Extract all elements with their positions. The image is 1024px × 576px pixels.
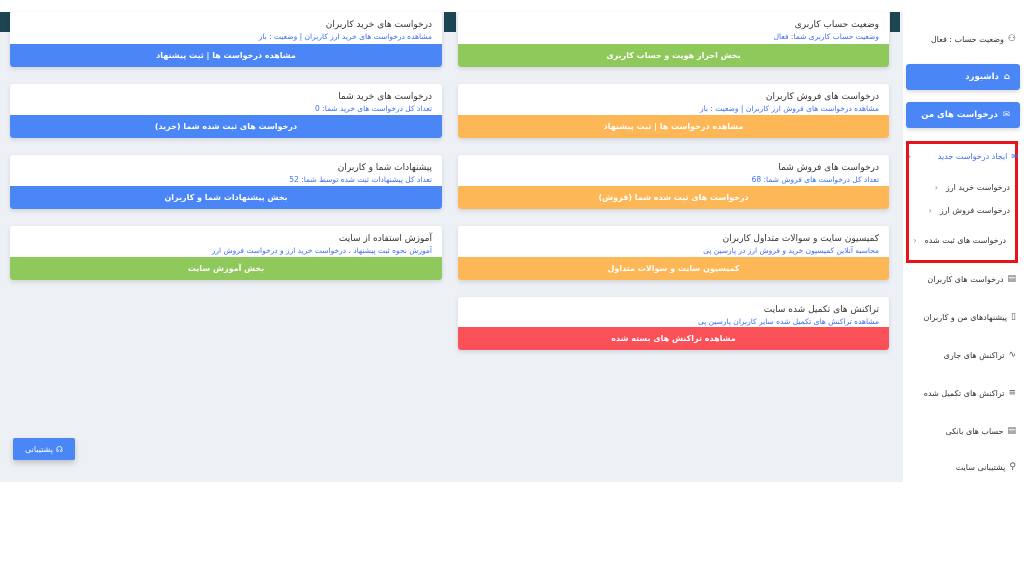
nav-dashboard[interactable]: ⌂ داشبورد xyxy=(906,64,1020,90)
card-title: کمیسیون سایت و سوالات متداول کاربران xyxy=(722,234,879,244)
card-title: تراکنش های تکمیل شده سایت xyxy=(763,305,879,315)
nav-sell-request[interactable]: درخواست فروش ارز ‹ xyxy=(928,206,1010,215)
user-check-icon: ⚇ xyxy=(1007,34,1016,44)
dashboard-card: درخواست های فروش کاربران مشاهده درخواست … xyxy=(458,84,889,138)
sidebar: ⚇ وضعیت حساب : فعال ⌂ داشبورد ✉ درخواست های… xyxy=(903,12,1024,482)
file-icon: ▯ xyxy=(1011,312,1016,322)
document-icon: ▤ xyxy=(1007,274,1016,284)
chevron-left-icon: ‹ xyxy=(908,152,912,161)
card-button[interactable]: مشاهده درخواست ها | ثبت پیشنهاد xyxy=(10,44,442,67)
card-button[interactable]: کمیسیون سایت و سوالات متداول xyxy=(458,257,889,280)
header-strip xyxy=(890,12,900,32)
chevron-left-icon: ‹ xyxy=(928,206,932,215)
nav-buy-request[interactable]: درخواست خرید ارز ‹ xyxy=(934,183,1010,192)
header-strip xyxy=(0,12,10,32)
dashboard-card: تراکنش های تکمیل شده سایت مشاهده تراکنش … xyxy=(458,297,889,350)
list-icon: ≡ xyxy=(1008,388,1016,398)
card-subtitle: تعداد کل درخواست های فروش شما: 68 xyxy=(751,175,879,184)
dashboard-card: درخواست های فروش شما تعداد کل درخواست ها… xyxy=(458,155,889,209)
dashboard-card: درخواست های خرید شما تعداد کل درخواست ها… xyxy=(10,84,442,138)
nav-item[interactable]: ∿ تراکنش های جاری xyxy=(943,350,1016,360)
home-icon: ⌂ xyxy=(1003,72,1010,82)
card-subtitle: وضعیت حساب کاربری شما: فعال xyxy=(773,32,879,41)
card-title: آموزش استفاده از سایت xyxy=(338,234,432,244)
chevron-left-icon: ‹ xyxy=(934,183,938,192)
highlight-box xyxy=(906,141,1018,263)
nav-item[interactable]: ⚲ پشتیبانی سایت xyxy=(955,462,1016,472)
dashboard-card: پیشنهادات شما و کاربران تعداد کل پیشنهاد… xyxy=(10,155,442,209)
account-status: ⚇ وضعیت حساب : فعال xyxy=(930,34,1016,44)
inbox-icon: ✉ xyxy=(1011,152,1018,161)
card-subtitle: محاسبه آنلاین کمیسیون خرید و فروش ارز در… xyxy=(703,246,879,255)
nav-new-request[interactable]: ✉ ایجاد درخواست جدید ‹ xyxy=(908,152,1018,161)
card-title: پیشنهادات شما و کاربران xyxy=(337,163,432,173)
bank-icon: ▤ xyxy=(1007,426,1016,436)
headset-icon: ☊ xyxy=(55,444,64,454)
card-title: درخواست های خرید شما xyxy=(338,92,432,102)
card-button[interactable]: مشاهده درخواست ها | ثبت پیشنهاد xyxy=(458,115,889,138)
support-button[interactable]: ☊ پشتیبانی xyxy=(13,438,75,460)
card-button[interactable]: درخواست های ثبت شده شما (خرید) xyxy=(10,115,442,138)
dashboard-card: آموزش استفاده از سایت آموزش نحوه ثبت پیش… xyxy=(10,226,442,280)
card-button[interactable]: بخش آموزش سایت xyxy=(10,257,442,280)
card-subtitle: تعداد کل درخواست های خرید شما: 0 xyxy=(315,104,432,113)
card-subtitle: مشاهده درخواست های فروش ارز کاربران | وض… xyxy=(700,104,879,113)
chevron-left-icon: ‹ xyxy=(913,236,917,245)
header-strip xyxy=(444,12,456,32)
nav-item[interactable]: ▤ درخواست های کاربران xyxy=(927,274,1016,284)
inbox-icon: ✉ xyxy=(1002,110,1010,120)
card-button[interactable]: بخش پیشنهادات شما و کاربران xyxy=(10,186,442,209)
dashboard-card: درخواست های خرید کاربران مشاهده درخواست … xyxy=(10,12,442,67)
nav-my-requests[interactable]: ✉ درخواست های من xyxy=(906,102,1020,128)
card-title: درخواست های خرید کاربران xyxy=(325,20,432,30)
dashboard-card: کمیسیون سایت و سوالات متداول کاربران محا… xyxy=(458,226,889,280)
card-title: درخواست های فروش کاربران xyxy=(765,92,879,102)
activity-icon: ∿ xyxy=(1008,350,1016,360)
nav-registered-requests[interactable]: درخواست های ثبت شده ‹ xyxy=(913,236,1006,245)
user-icon: ⚲ xyxy=(1009,462,1016,472)
card-subtitle: تعداد کل پیشنهادات ثبت شده توسط شما: 52 xyxy=(289,175,432,184)
nav-item[interactable]: ≡ تراکنش های تکمیل شده xyxy=(923,388,1016,398)
card-button[interactable]: مشاهده تراکنش های بسته شده xyxy=(458,327,889,350)
card-subtitle: آموزش نحوه ثبت پیشنهاد ، درخواست خرید ار… xyxy=(211,246,432,255)
card-title: وضعیت حساب کاربری xyxy=(794,20,879,30)
card-title: درخواست های فروش شما xyxy=(778,163,879,173)
nav-item[interactable]: ▤ حساب های بانکی xyxy=(945,426,1016,436)
card-button[interactable]: بخش احراز هویت و حساب کاربری xyxy=(458,44,889,67)
dashboard-card: وضعیت حساب کاربری وضعیت حساب کاربری شما:… xyxy=(458,12,889,67)
nav-item[interactable]: ▯ پیشنهادهای من و کاربران xyxy=(923,312,1016,322)
card-subtitle: مشاهده تراکنش های تکمیل شده سایر کاربران… xyxy=(697,317,879,326)
card-button[interactable]: درخواست های ثبت شده شما (فروش) xyxy=(458,186,889,209)
card-subtitle: مشاهده درخواست های خرید ارز کاربران | وض… xyxy=(258,32,432,41)
